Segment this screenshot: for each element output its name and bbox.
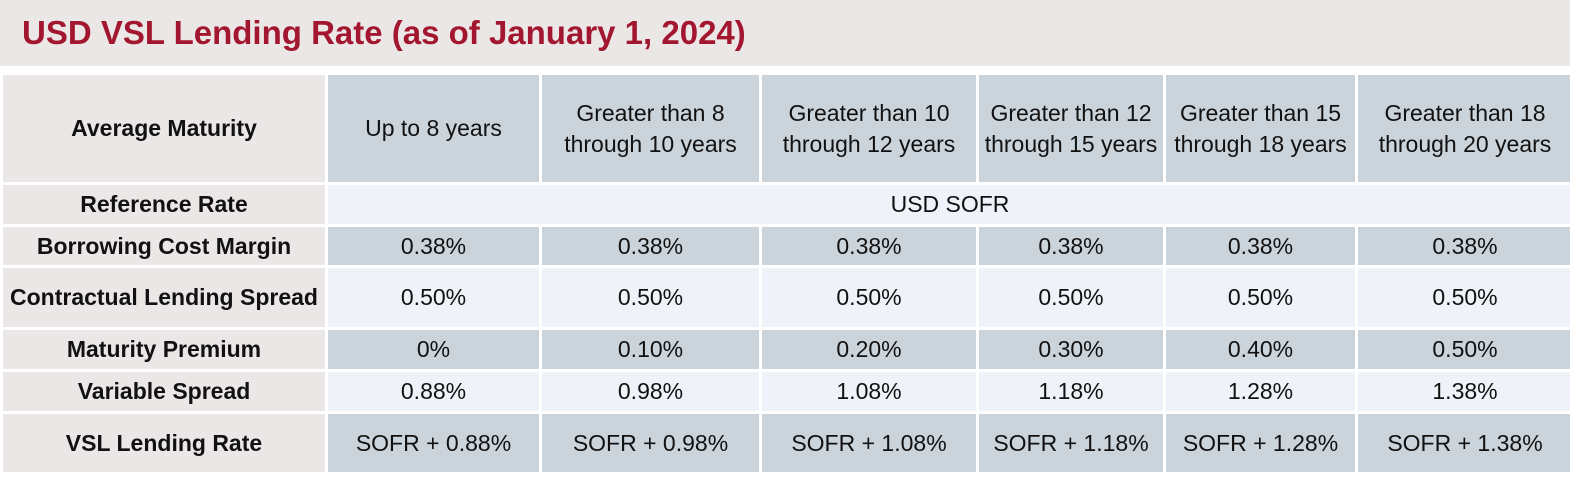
row-label-maturity-premium: Maturity Premium: [3, 330, 325, 369]
lending-rate-table: Average Maturity Up to 8 years Greater t…: [0, 72, 1570, 475]
table-cell: 0.88%: [328, 372, 539, 411]
table-cell: SOFR + 0.88%: [328, 414, 539, 472]
row-label-borrowing-cost-margin: Borrowing Cost Margin: [3, 227, 325, 265]
vsl-lending-rate-row: VSL Lending Rate SOFR + 0.88% SOFR + 0.9…: [3, 414, 1570, 472]
table-cell: 0.38%: [542, 227, 759, 265]
contractual-lending-spread-row: Contractual Lending Spread 0.50% 0.50% 0…: [3, 268, 1570, 327]
table-cell: 1.28%: [1166, 372, 1355, 411]
table-cell: 0.50%: [762, 268, 976, 327]
table-cell: 0.98%: [542, 372, 759, 411]
column-header-10-to-12-years: Greater than 10 through 12 years: [762, 75, 976, 182]
row-label-variable-spread: Variable Spread: [3, 372, 325, 411]
row-label-average-maturity: Average Maturity: [3, 75, 325, 182]
column-header-up-to-8-years: Up to 8 years: [328, 75, 539, 182]
table-cell: 0.50%: [1358, 268, 1570, 327]
table-cell: 0.40%: [1166, 330, 1355, 369]
table-cell: 1.18%: [979, 372, 1163, 411]
header-row: Average Maturity Up to 8 years Greater t…: [3, 75, 1570, 182]
table-cell: 1.38%: [1358, 372, 1570, 411]
column-header-15-to-18-years: Greater than 15 through 18 years: [1166, 75, 1355, 182]
reference-rate-row: Reference Rate USD SOFR: [3, 185, 1570, 224]
table-cell: 0.30%: [979, 330, 1163, 369]
page-title: USD VSL Lending Rate (as of January 1, 2…: [22, 14, 746, 51]
column-header-18-to-20-years: Greater than 18 through 20 years: [1358, 75, 1570, 182]
maturity-premium-row: Maturity Premium 0% 0.10% 0.20% 0.30% 0.…: [3, 330, 1570, 369]
table-cell: 0.50%: [328, 268, 539, 327]
reference-rate-value: USD SOFR: [328, 185, 1570, 224]
column-header-8-to-10-years: Greater than 8 through 10 years: [542, 75, 759, 182]
table-cell: 0.10%: [542, 330, 759, 369]
borrowing-cost-margin-row: Borrowing Cost Margin 0.38% 0.38% 0.38% …: [3, 227, 1570, 265]
table-cell: 1.08%: [762, 372, 976, 411]
table-cell: 0.38%: [1166, 227, 1355, 265]
table-cell: 0.50%: [1358, 330, 1570, 369]
table-cell: 0.38%: [979, 227, 1163, 265]
row-label-contractual-lending-spread: Contractual Lending Spread: [3, 268, 325, 327]
table-cell: 0.38%: [762, 227, 976, 265]
table-cell: 0.50%: [542, 268, 759, 327]
table-cell: SOFR + 1.18%: [979, 414, 1163, 472]
column-header-12-to-15-years: Greater than 12 through 15 years: [979, 75, 1163, 182]
table-cell: SOFR + 1.08%: [762, 414, 976, 472]
row-label-vsl-lending-rate: VSL Lending Rate: [3, 414, 325, 472]
table-cell: SOFR + 1.28%: [1166, 414, 1355, 472]
table-cell: 0.38%: [1358, 227, 1570, 265]
table-cell: 0.20%: [762, 330, 976, 369]
table-cell: 0.50%: [1166, 268, 1355, 327]
variable-spread-row: Variable Spread 0.88% 0.98% 1.08% 1.18% …: [3, 372, 1570, 411]
row-label-reference-rate: Reference Rate: [3, 185, 325, 224]
table-cell: SOFR + 0.98%: [542, 414, 759, 472]
table-cell: 0%: [328, 330, 539, 369]
table-cell: 0.50%: [979, 268, 1163, 327]
table-cell: SOFR + 1.38%: [1358, 414, 1570, 472]
title-bar: USD VSL Lending Rate (as of January 1, 2…: [0, 0, 1570, 66]
table-cell: 0.38%: [328, 227, 539, 265]
